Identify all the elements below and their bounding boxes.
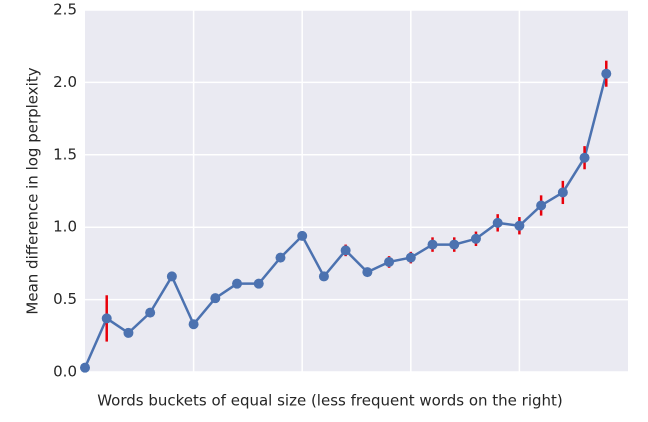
plot-background	[85, 10, 628, 372]
point	[123, 327, 134, 338]
y-tick-label: 1.5	[53, 145, 77, 163]
point	[340, 245, 351, 256]
point	[80, 362, 90, 373]
point	[449, 239, 460, 250]
point	[536, 200, 547, 211]
point	[101, 313, 112, 324]
point	[318, 271, 329, 282]
point	[384, 256, 395, 267]
y-tick-label: 2.0	[53, 73, 77, 91]
x-axis-label: Words buckets of equal size (less freque…	[97, 392, 563, 410]
y-tick-label: 0.0	[53, 363, 77, 381]
point	[579, 152, 590, 163]
y-tick-label: 0.5	[53, 290, 77, 308]
y-axis-label: Mean difference in log perplexity	[24, 67, 42, 314]
point	[427, 239, 438, 250]
point	[166, 271, 177, 282]
point	[145, 307, 156, 318]
point	[297, 230, 308, 241]
y-tick-label: 2.5	[53, 1, 77, 19]
point	[557, 187, 568, 198]
point	[210, 293, 221, 304]
y-tick-label: 1.0	[53, 218, 77, 236]
point	[253, 278, 264, 289]
point	[405, 252, 416, 263]
point	[470, 233, 481, 244]
point	[514, 220, 525, 231]
point	[188, 319, 199, 330]
point	[601, 68, 612, 79]
point	[232, 278, 243, 289]
point	[275, 252, 286, 263]
point	[362, 267, 373, 278]
point	[492, 217, 503, 228]
